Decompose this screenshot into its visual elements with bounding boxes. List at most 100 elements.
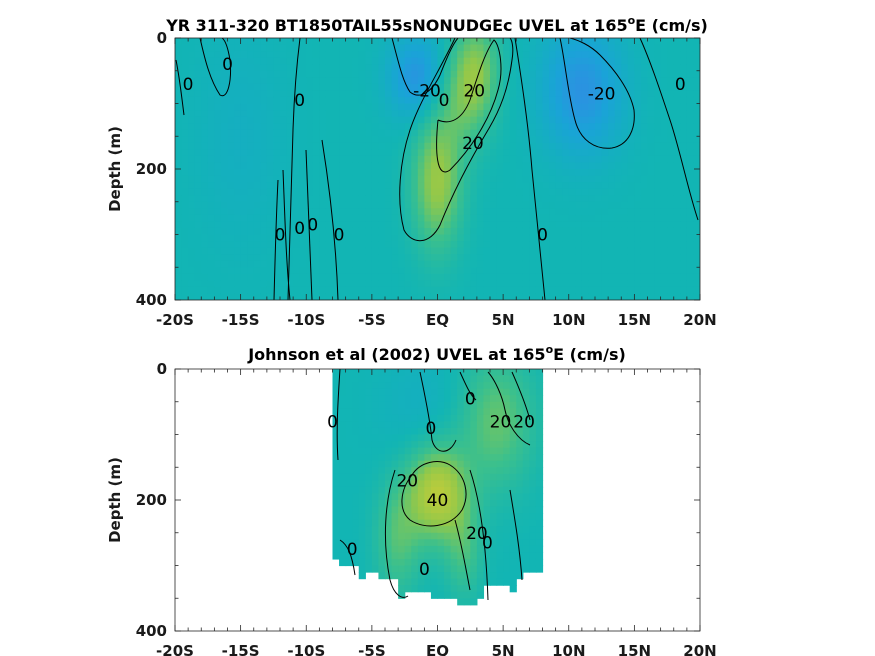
heatmap-cell — [549, 70, 557, 78]
heatmap-cell — [214, 286, 222, 295]
heatmap-cell — [463, 545, 471, 553]
heatmap-cell — [470, 214, 478, 222]
heatmap-cell — [535, 286, 544, 295]
heatmap-cell — [411, 441, 419, 449]
heatmap-cell — [575, 208, 583, 216]
heatmap-cell — [457, 280, 465, 288]
heatmap-cell — [404, 421, 412, 429]
heatmap-cell — [352, 254, 360, 262]
heatmap-cell — [345, 116, 353, 124]
heatmap-cell — [365, 395, 373, 403]
heatmap-cell — [627, 103, 635, 111]
heatmap-cell — [470, 273, 478, 281]
heatmap-cell — [345, 447, 353, 455]
heatmap-cell — [280, 280, 288, 288]
heatmap-cell — [293, 103, 301, 111]
heatmap-cell — [430, 572, 439, 580]
heatmap-cell — [516, 241, 524, 249]
heatmap-cell — [444, 513, 452, 521]
heatmap-cell — [450, 241, 458, 249]
heatmap-cell — [214, 136, 222, 144]
heatmap-cell — [391, 227, 399, 236]
heatmap-cell — [535, 375, 544, 383]
heatmap-cell — [601, 280, 609, 288]
heatmap-cell — [260, 64, 268, 72]
heatmap-cell — [516, 526, 524, 534]
heatmap-cell — [647, 116, 655, 124]
heatmap-cell — [188, 44, 196, 52]
heatmap-cell — [529, 201, 537, 209]
heatmap-cell — [365, 375, 373, 383]
heatmap-cell — [266, 221, 275, 229]
heatmap-cell — [614, 155, 622, 164]
heatmap-cell — [181, 280, 189, 288]
heatmap-cell — [522, 293, 530, 300]
heatmap-cell — [654, 110, 662, 118]
heatmap-cell — [378, 506, 386, 514]
heatmap-cell — [181, 51, 189, 59]
heatmap-cell — [385, 227, 393, 236]
contour-line — [199, 38, 231, 97]
heatmap-cell — [516, 513, 524, 521]
heatmap-cell — [286, 110, 294, 118]
heatmap-cell — [201, 90, 209, 98]
heatmap-cell — [201, 234, 209, 242]
heatmap-cell — [411, 286, 419, 295]
heatmap-cell — [627, 280, 635, 288]
heatmap-cell — [358, 293, 366, 300]
heatmap-cell — [181, 123, 189, 131]
heatmap-cell — [654, 149, 662, 157]
heatmap-cell — [621, 70, 629, 78]
heatmap-cell — [247, 129, 255, 137]
heatmap-cell — [496, 467, 504, 475]
heatmap-cell — [286, 182, 294, 190]
heatmap-cell — [470, 96, 478, 105]
heatmap-cell — [614, 234, 622, 242]
heatmap-cell — [247, 64, 255, 72]
heatmap-cell — [693, 155, 700, 164]
heatmap-cell — [312, 221, 320, 229]
heatmap-cell — [549, 123, 557, 131]
heatmap-cell — [463, 506, 471, 514]
heatmap-cell — [325, 195, 334, 203]
heatmap-cell — [450, 473, 458, 481]
heatmap-cell — [207, 169, 215, 177]
heatmap-cell — [470, 558, 478, 567]
heatmap-cell — [260, 280, 268, 288]
heatmap-cell — [542, 38, 550, 46]
heatmap-cell — [686, 123, 695, 131]
heatmap-cell — [247, 162, 255, 170]
heatmap-cell — [542, 77, 550, 85]
heatmap-cell — [686, 214, 695, 222]
heatmap-cell — [588, 293, 596, 300]
heatmap-cell — [385, 44, 393, 52]
heatmap-cell — [345, 38, 353, 46]
heatmap-cell — [332, 375, 340, 383]
heatmap-cell — [680, 286, 688, 295]
heatmap-cell — [194, 201, 202, 209]
heatmap-cell — [417, 532, 425, 540]
heatmap-cell — [371, 247, 380, 255]
heatmap-cell — [614, 280, 622, 288]
heatmap-cell — [450, 51, 458, 59]
heatmap-cell — [430, 182, 439, 190]
heatmap-cell — [476, 221, 485, 229]
heatmap-cell — [339, 500, 347, 508]
heatmap-cell — [608, 162, 616, 170]
heatmap-cell — [332, 500, 340, 508]
heatmap-cell — [667, 201, 675, 209]
heatmap-cell — [634, 44, 642, 52]
heatmap-cell — [247, 188, 255, 196]
heatmap-cell — [640, 201, 649, 209]
heatmap-cell — [634, 260, 642, 268]
heatmap-cell — [378, 214, 386, 222]
heatmap-cell — [444, 103, 452, 111]
heatmap-cell — [260, 175, 268, 183]
heatmap-cell — [686, 234, 695, 242]
heatmap-cell — [207, 51, 215, 59]
heatmap-cell — [588, 247, 596, 255]
heatmap-cell — [398, 401, 406, 409]
heatmap-cell — [470, 486, 478, 495]
heatmap-cell — [227, 136, 235, 144]
heatmap-cell — [457, 565, 465, 573]
